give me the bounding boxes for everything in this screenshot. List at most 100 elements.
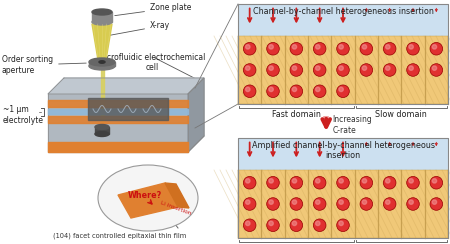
Circle shape xyxy=(243,85,256,98)
Circle shape xyxy=(337,85,349,98)
Circle shape xyxy=(337,198,349,210)
Circle shape xyxy=(292,66,297,70)
Ellipse shape xyxy=(98,165,198,231)
Ellipse shape xyxy=(92,19,112,25)
Circle shape xyxy=(337,42,349,55)
Circle shape xyxy=(269,87,273,92)
Text: (104) facet controlled epitaxial thin film: (104) facet controlled epitaxial thin fi… xyxy=(54,233,187,239)
Circle shape xyxy=(432,45,436,49)
Circle shape xyxy=(339,179,343,183)
Circle shape xyxy=(409,200,413,204)
Text: Fast domain: Fast domain xyxy=(272,110,321,119)
Circle shape xyxy=(362,179,367,183)
Circle shape xyxy=(246,179,250,183)
Polygon shape xyxy=(48,94,188,152)
Circle shape xyxy=(313,176,326,189)
Circle shape xyxy=(430,176,443,189)
Circle shape xyxy=(292,200,297,204)
Polygon shape xyxy=(118,183,178,218)
Circle shape xyxy=(407,42,419,55)
Circle shape xyxy=(292,221,297,225)
Circle shape xyxy=(383,176,396,189)
Circle shape xyxy=(337,219,349,232)
Polygon shape xyxy=(92,24,112,60)
Ellipse shape xyxy=(95,124,109,130)
Ellipse shape xyxy=(99,61,105,63)
Bar xyxy=(238,4,448,36)
Circle shape xyxy=(243,64,256,76)
Text: Slow domain: Slow domain xyxy=(375,110,427,119)
Circle shape xyxy=(246,221,250,225)
Circle shape xyxy=(243,176,256,189)
Circle shape xyxy=(290,198,303,210)
Bar xyxy=(92,12,112,22)
Circle shape xyxy=(313,64,326,76)
Circle shape xyxy=(290,42,303,55)
Circle shape xyxy=(313,219,326,232)
Text: Increasing
C-rate: Increasing C-rate xyxy=(332,115,372,135)
Bar xyxy=(89,62,115,66)
Circle shape xyxy=(360,42,373,55)
Ellipse shape xyxy=(95,132,109,136)
Bar xyxy=(88,98,168,120)
Circle shape xyxy=(315,200,320,204)
Bar xyxy=(100,66,104,122)
Circle shape xyxy=(360,176,373,189)
Circle shape xyxy=(432,66,436,70)
Circle shape xyxy=(267,176,279,189)
Circle shape xyxy=(267,42,279,55)
Text: Microfluidic electrochemical
cell: Microfluidic electrochemical cell xyxy=(98,53,206,72)
Text: Amplified channel-by-channel heterogeneous
insertion: Amplified channel-by-channel heterogeneo… xyxy=(252,141,435,160)
Circle shape xyxy=(409,45,413,49)
Circle shape xyxy=(290,176,303,189)
Circle shape xyxy=(269,179,273,183)
Circle shape xyxy=(430,64,443,76)
Circle shape xyxy=(339,200,343,204)
Circle shape xyxy=(243,42,256,55)
Circle shape xyxy=(315,221,320,225)
Circle shape xyxy=(362,45,367,49)
Circle shape xyxy=(337,176,349,189)
Circle shape xyxy=(339,66,343,70)
Bar xyxy=(95,127,109,134)
Circle shape xyxy=(269,66,273,70)
Circle shape xyxy=(315,45,320,49)
Circle shape xyxy=(383,198,396,210)
Circle shape xyxy=(386,200,390,204)
Text: Channel-by-channel heterogeneous insertion: Channel-by-channel heterogeneous inserti… xyxy=(252,7,433,16)
Circle shape xyxy=(243,198,256,210)
Bar xyxy=(238,138,448,170)
Circle shape xyxy=(339,45,343,49)
Circle shape xyxy=(432,179,436,183)
Circle shape xyxy=(339,221,343,225)
Circle shape xyxy=(269,45,273,49)
Circle shape xyxy=(292,179,297,183)
Circle shape xyxy=(267,219,279,232)
Circle shape xyxy=(290,64,303,76)
Circle shape xyxy=(246,87,250,92)
Bar xyxy=(238,36,448,104)
Circle shape xyxy=(246,45,250,49)
Circle shape xyxy=(430,198,443,210)
Circle shape xyxy=(313,198,326,210)
Polygon shape xyxy=(48,116,188,123)
Circle shape xyxy=(409,179,413,183)
Circle shape xyxy=(360,64,373,76)
Circle shape xyxy=(290,85,303,98)
Circle shape xyxy=(337,64,349,76)
Circle shape xyxy=(383,42,396,55)
Circle shape xyxy=(292,45,297,49)
Text: Li insertion: Li insertion xyxy=(160,200,192,216)
Circle shape xyxy=(409,66,413,70)
Circle shape xyxy=(292,87,297,92)
Circle shape xyxy=(290,219,303,232)
Circle shape xyxy=(269,200,273,204)
Polygon shape xyxy=(188,78,204,152)
Circle shape xyxy=(386,179,390,183)
Bar xyxy=(238,4,448,104)
Circle shape xyxy=(267,85,279,98)
Ellipse shape xyxy=(92,9,112,15)
Circle shape xyxy=(315,66,320,70)
Circle shape xyxy=(267,64,279,76)
Circle shape xyxy=(246,66,250,70)
